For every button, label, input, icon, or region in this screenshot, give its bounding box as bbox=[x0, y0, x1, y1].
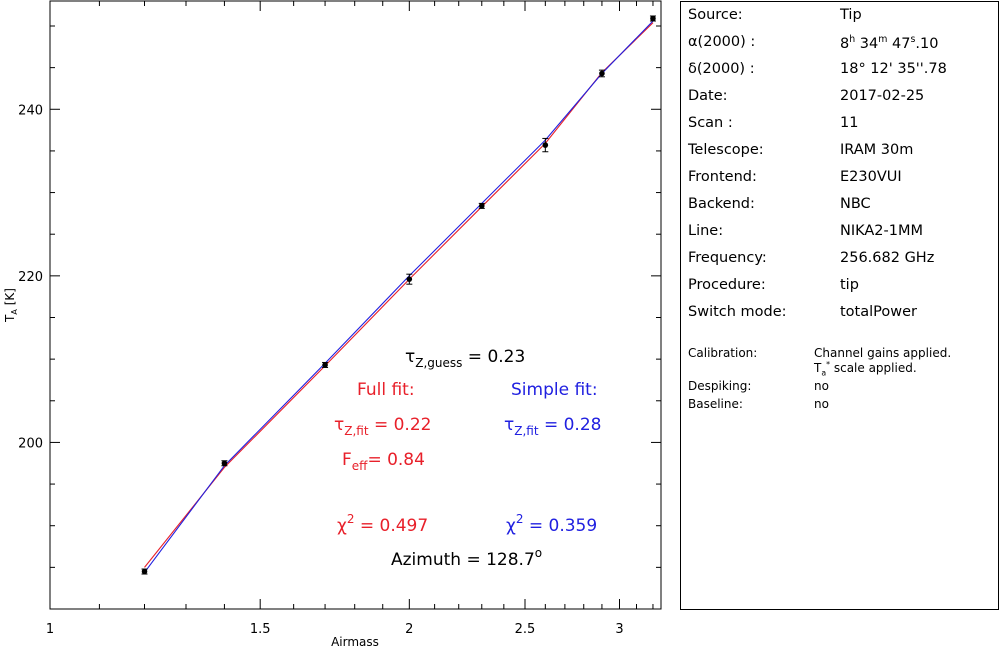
azimuth-text: Azimuth = 128.7o bbox=[391, 546, 542, 570]
x-tick-label: 1.5 bbox=[250, 622, 271, 637]
plot-frame bbox=[49, 0, 662, 610]
simple-fit-tau: τZ,fit = 0.28 bbox=[504, 415, 601, 438]
fit-annotations: τZ,guess = 0.23 Full fit: τZ,fit = 0.22 … bbox=[334, 347, 601, 570]
data-point bbox=[542, 142, 549, 148]
data-point bbox=[322, 362, 328, 368]
data-point bbox=[599, 70, 605, 77]
simple-fit-curve bbox=[144, 20, 654, 573]
full-fit-curve bbox=[144, 22, 654, 568]
data-point bbox=[141, 568, 148, 575]
tipping-plot: 1 1.5 2 2.5 3 200 220 240 Airmass TA [K] τZ,gue… bbox=[3, 0, 662, 649]
full-fit-chi2: χ2 = 0.497 bbox=[337, 512, 428, 536]
y-axis-label: TA [K] bbox=[3, 288, 19, 323]
tau-guess-text: τZ,guess = 0.23 bbox=[405, 347, 525, 370]
simple-fit-chi2: χ2 = 0.359 bbox=[506, 512, 597, 536]
data-point bbox=[650, 15, 656, 22]
y-tick-label: 240 bbox=[18, 103, 43, 118]
data-point bbox=[406, 276, 413, 282]
axis-tick-labels: 1 1.5 2 2.5 3 200 220 240 bbox=[18, 103, 623, 637]
scan-info-panel: Source: Tip α(2000) :8h 34m 47s.10 δ(2000… bbox=[680, 1, 999, 610]
simple-fit-title: Simple fit: bbox=[511, 380, 598, 400]
x-tick-label: 2.5 bbox=[515, 622, 536, 637]
axis-ticks bbox=[49, 1, 661, 609]
data-points bbox=[141, 15, 656, 575]
data-point bbox=[478, 203, 485, 209]
data-point bbox=[221, 460, 228, 467]
fit-curves bbox=[144, 20, 654, 573]
full-fit-tau: τZ,fit = 0.22 bbox=[334, 415, 431, 438]
y-tick-label: 220 bbox=[18, 270, 43, 285]
x-tick-label: 1 bbox=[46, 622, 54, 637]
y-tick-label: 200 bbox=[18, 436, 43, 451]
full-fit-feff: Feff= 0.84 bbox=[342, 450, 425, 473]
full-fit-title: Full fit: bbox=[357, 380, 415, 400]
ra-value: 8h 34m 47s.10 bbox=[840, 34, 939, 52]
x-axis-label: Airmass bbox=[331, 635, 379, 649]
x-tick-label: 2 bbox=[405, 622, 413, 637]
x-tick-label: 3 bbox=[615, 622, 623, 637]
